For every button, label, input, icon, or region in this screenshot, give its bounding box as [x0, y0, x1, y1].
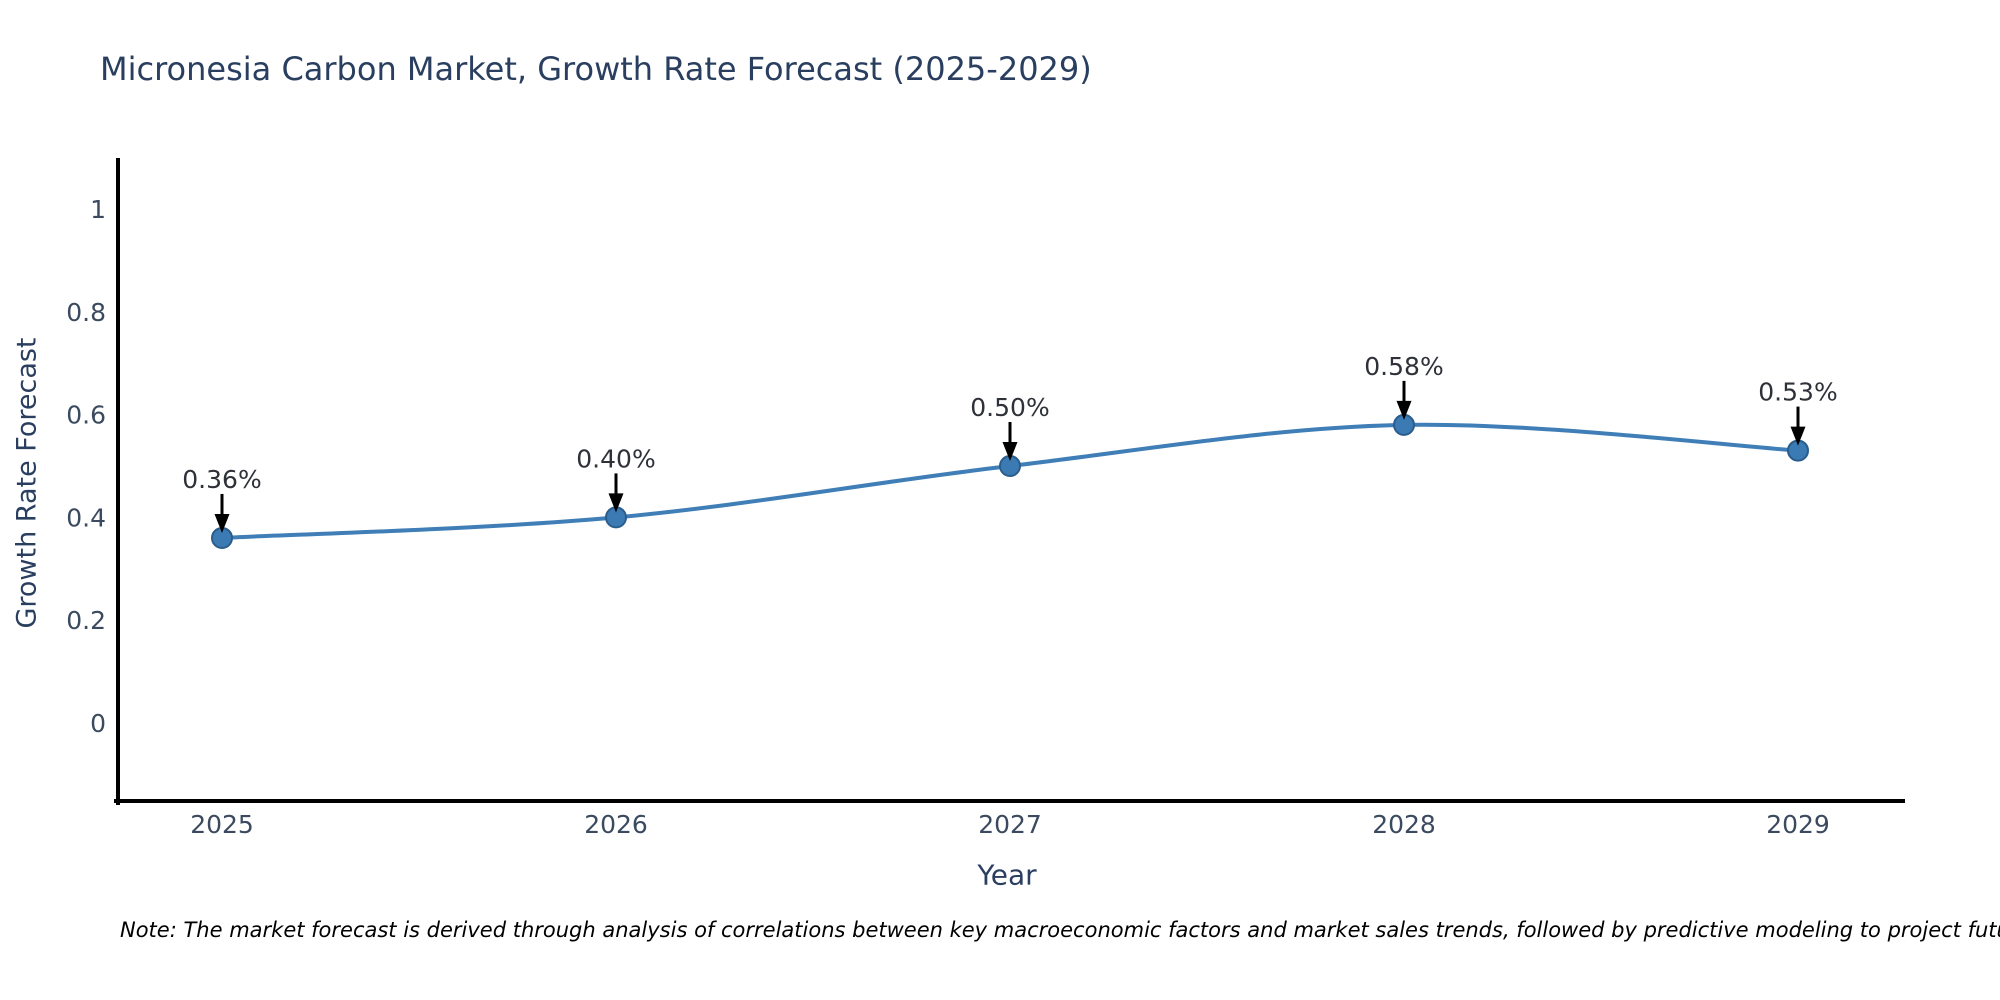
y-tick-label: 0.2: [66, 606, 106, 635]
annotation-label: 0.58%: [1364, 352, 1443, 381]
y-tick-label: 0: [90, 709, 106, 738]
annotation-label: 0.36%: [182, 465, 261, 494]
y-tick-label: 0.4: [66, 503, 106, 532]
y-tick-label: 0.6: [66, 401, 106, 430]
y-axis-title: Growth Rate Forecast: [11, 337, 43, 629]
footnote: Note: The market forecast is derived thr…: [120, 918, 2000, 942]
x-tick-label: 2028: [1372, 810, 1436, 839]
x-tick-label: 2027: [978, 810, 1042, 839]
x-tick-label: 2025: [190, 810, 254, 839]
annotation-arrow-head: [214, 513, 230, 533]
y-tick-label: 1: [90, 195, 106, 224]
annotation-label: 0.50%: [970, 393, 1049, 422]
chart-title: Micronesia Carbon Market, Growth Rate Fo…: [100, 50, 1092, 88]
annotation-label: 0.40%: [576, 444, 655, 473]
x-axis-title: Year: [977, 858, 1037, 892]
annotation-arrow-head: [1790, 426, 1806, 446]
annotation-arrow-head: [608, 493, 624, 513]
x-tick-label: 2029: [1766, 810, 1830, 839]
y-tick-label: 0.8: [66, 298, 106, 327]
annotation-label: 0.53%: [1758, 378, 1837, 407]
x-tick-label: 2026: [584, 810, 648, 839]
annotation-arrow-head: [1002, 442, 1018, 461]
annotation-arrow-head: [1396, 400, 1412, 420]
